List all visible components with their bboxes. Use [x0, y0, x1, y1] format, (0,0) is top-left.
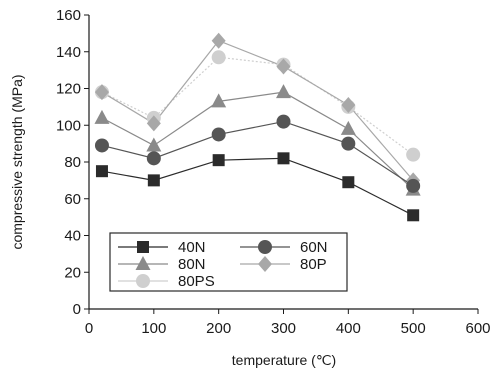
series-line-80p	[101, 40, 414, 181]
data-point-40n	[147, 174, 160, 187]
legend-marker-60n	[258, 240, 272, 254]
x-tick-label: 100	[141, 320, 166, 337]
y-tick-label: 160	[56, 7, 81, 24]
data-point-80p	[146, 115, 161, 132]
data-point-40n	[342, 176, 355, 189]
x-tick-label: 600	[465, 320, 490, 337]
x-tick-label: 0	[85, 320, 93, 337]
x-axis-title: temperature (℃)	[232, 352, 336, 368]
data-point-80n	[146, 137, 162, 152]
y-tick-label: 80	[64, 154, 81, 171]
series-line-40n	[101, 157, 414, 216]
legend-label-60n: 60N	[300, 239, 328, 256]
data-point-40n	[407, 209, 420, 222]
data-point-80p	[211, 32, 226, 49]
y-axis-ticks: 0 20 40 60 80 100 120 140 160	[56, 7, 89, 318]
y-axis-title: compressive strength (MPa)	[9, 74, 25, 249]
legend-label-80n: 80N	[178, 256, 206, 273]
y-tick-label: 120	[56, 81, 81, 98]
data-point-80n	[276, 84, 291, 99]
data-point-60n	[146, 151, 161, 166]
y-tick-label: 40	[64, 228, 81, 245]
data-point-60n	[406, 178, 421, 193]
legend-label-40n: 40N	[178, 239, 206, 256]
data-point-60n	[211, 127, 226, 142]
legend: 40N 60N 80N 80P 80PS	[109, 232, 348, 292]
data-point-80n	[340, 120, 356, 135]
axes	[88, 15, 478, 310]
y-tick-label: 100	[56, 117, 81, 134]
data-point-80p	[94, 84, 109, 101]
series-lines	[101, 40, 414, 216]
data-point-80p	[341, 97, 356, 114]
y-tick-label: 20	[64, 264, 81, 281]
legend-marker-80p	[258, 256, 272, 272]
data-point-80n	[94, 109, 110, 124]
x-tick-label: 400	[336, 320, 361, 337]
data-point-80p	[276, 58, 291, 75]
data-point-40n	[277, 152, 290, 165]
x-tick-label: 200	[206, 320, 231, 337]
data-point-80ps	[211, 50, 226, 65]
data-point-80n	[211, 93, 227, 108]
x-tick-label: 300	[271, 320, 296, 337]
data-point-40n	[95, 165, 108, 178]
legend-marker-80n	[135, 256, 151, 270]
series-line-60n	[101, 120, 414, 187]
data-point-60n	[341, 136, 356, 151]
legend-label-80ps: 80PS	[178, 273, 215, 290]
legend-label-80p: 80P	[300, 256, 327, 273]
data-point-60n	[94, 138, 109, 153]
data-point-80ps	[406, 147, 421, 162]
series-line-80n	[101, 91, 414, 191]
y-tick-label: 140	[56, 44, 81, 61]
series-markers	[94, 32, 421, 222]
legend-marker-80ps	[136, 274, 150, 288]
data-point-40n	[212, 154, 225, 167]
legend-marker-40n	[137, 241, 149, 253]
data-point-60n	[276, 114, 291, 129]
x-axis-ticks: 0 100 200 300 400 500 600	[85, 309, 491, 337]
series-line-80ps	[101, 56, 414, 156]
y-tick-label: 60	[64, 191, 81, 208]
x-tick-label: 500	[401, 320, 426, 337]
y-tick-label: 0	[73, 301, 81, 318]
